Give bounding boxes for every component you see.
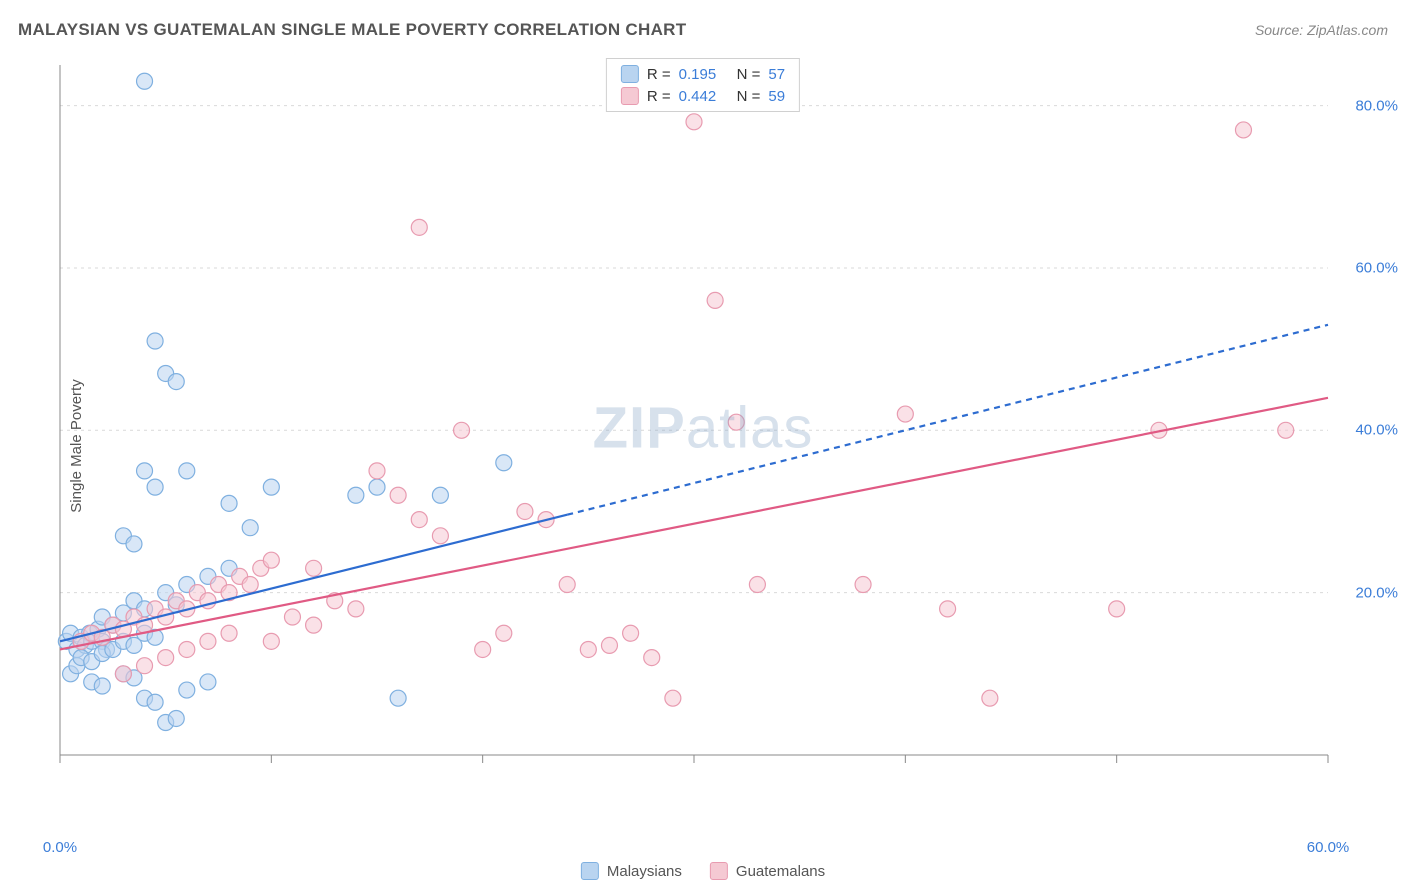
data-point — [306, 617, 322, 633]
data-point — [348, 487, 364, 503]
data-point — [496, 625, 512, 641]
data-point — [728, 414, 744, 430]
data-point — [369, 479, 385, 495]
series-legend-item: Guatemalans — [710, 862, 825, 880]
r-label: R = — [647, 66, 671, 83]
series-legend: Malaysians Guatemalans — [581, 862, 825, 880]
n-value: 59 — [768, 88, 785, 105]
data-point — [263, 552, 279, 568]
data-point — [580, 641, 596, 657]
data-point — [432, 528, 448, 544]
data-point — [517, 503, 533, 519]
data-point — [306, 560, 322, 576]
data-point — [897, 406, 913, 422]
data-point — [1109, 601, 1125, 617]
data-point — [137, 658, 153, 674]
data-point — [137, 73, 153, 89]
r-label: R = — [647, 88, 671, 105]
data-point — [432, 487, 448, 503]
data-point — [601, 637, 617, 653]
data-point — [390, 487, 406, 503]
data-point — [147, 479, 163, 495]
chart-title: MALAYSIAN VS GUATEMALAN SINGLE MALE POVE… — [18, 20, 686, 40]
correlation-legend-row: R = 0.195 N = 57 — [621, 63, 785, 85]
data-point — [242, 577, 258, 593]
data-point — [284, 609, 300, 625]
data-point — [665, 690, 681, 706]
x-tick-label: 0.0% — [43, 839, 77, 856]
legend-swatch — [621, 87, 639, 105]
y-tick-label: 40.0% — [1355, 422, 1398, 439]
data-point — [200, 633, 216, 649]
data-point — [200, 674, 216, 690]
data-point — [147, 333, 163, 349]
data-point — [855, 577, 871, 593]
data-point — [559, 577, 575, 593]
correlation-legend: R = 0.195 N = 57 R = 0.442 N = 59 — [606, 58, 800, 112]
data-point — [263, 479, 279, 495]
data-point — [168, 374, 184, 390]
data-point — [137, 463, 153, 479]
y-tick-label: 20.0% — [1355, 584, 1398, 601]
chart-header: MALAYSIAN VS GUATEMALAN SINGLE MALE POVE… — [18, 20, 1388, 40]
chart-area — [50, 55, 1388, 815]
data-point — [263, 633, 279, 649]
legend-swatch — [710, 862, 728, 880]
data-point — [168, 710, 184, 726]
data-point — [1235, 122, 1251, 138]
data-point — [179, 463, 195, 479]
data-point — [242, 520, 258, 536]
y-tick-label: 60.0% — [1355, 259, 1398, 276]
data-point — [454, 422, 470, 438]
scatter-plot — [50, 55, 1388, 815]
data-point — [158, 650, 174, 666]
data-point — [707, 292, 723, 308]
data-point — [390, 690, 406, 706]
data-point — [115, 666, 131, 682]
data-point — [411, 512, 427, 528]
data-point — [221, 625, 237, 641]
data-point — [475, 641, 491, 657]
data-point — [644, 650, 660, 666]
legend-swatch — [621, 65, 639, 83]
n-label: N = — [737, 66, 761, 83]
correlation-legend-row: R = 0.442 N = 59 — [621, 85, 785, 107]
data-point — [496, 455, 512, 471]
data-point — [179, 641, 195, 657]
series-legend-label: Malaysians — [607, 863, 682, 880]
data-point — [221, 495, 237, 511]
y-tick-label: 80.0% — [1355, 97, 1398, 114]
n-label: N = — [737, 88, 761, 105]
n-value: 57 — [768, 66, 785, 83]
legend-swatch — [581, 862, 599, 880]
data-point — [369, 463, 385, 479]
x-tick-label: 60.0% — [1307, 839, 1350, 856]
data-point — [147, 694, 163, 710]
data-point — [126, 536, 142, 552]
data-point — [94, 678, 110, 694]
data-point — [940, 601, 956, 617]
data-point — [1278, 422, 1294, 438]
series-legend-label: Guatemalans — [736, 863, 825, 880]
data-point — [623, 625, 639, 641]
data-point — [411, 219, 427, 235]
data-point — [348, 601, 364, 617]
data-point — [686, 114, 702, 130]
source-label: Source: ZipAtlas.com — [1255, 22, 1388, 38]
data-point — [179, 682, 195, 698]
series-legend-item: Malaysians — [581, 862, 682, 880]
data-point — [982, 690, 998, 706]
data-point — [749, 577, 765, 593]
r-value: 0.195 — [679, 66, 729, 83]
r-value: 0.442 — [679, 88, 729, 105]
